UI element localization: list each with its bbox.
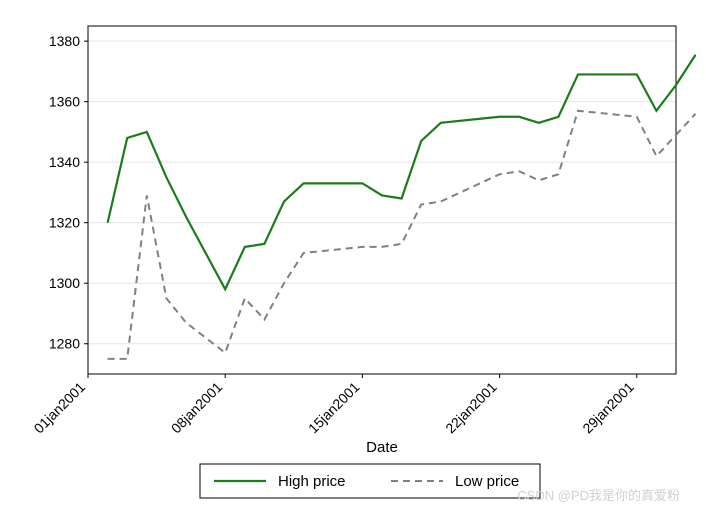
y-tick-label: 1380 xyxy=(49,33,80,49)
x-axis-label: Date xyxy=(366,439,398,456)
price-line-chart: 12801300132013401360138001jan200108jan20… xyxy=(10,10,696,504)
y-tick-label: 1340 xyxy=(49,154,80,170)
y-tick-label: 1300 xyxy=(49,275,80,291)
legend-label: High price xyxy=(278,473,346,490)
y-tick-label: 1280 xyxy=(49,336,80,352)
y-tick-label: 1320 xyxy=(49,215,80,231)
legend-label: Low price xyxy=(455,473,519,490)
watermark: CSDN @PD我是你的真爱粉 xyxy=(517,488,680,503)
y-tick-label: 1360 xyxy=(49,94,80,110)
chart-container: 12801300132013401360138001jan200108jan20… xyxy=(10,10,696,504)
